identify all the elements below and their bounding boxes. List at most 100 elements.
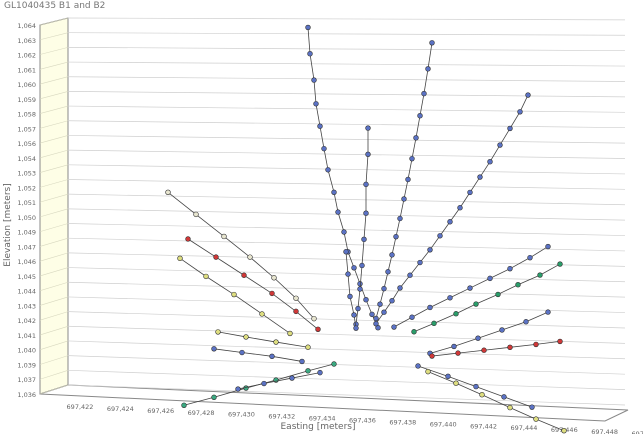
data-point [525,92,531,98]
data-point [181,402,187,408]
data-point [373,321,379,327]
data-point [561,428,567,434]
side-gridline [39,17,69,26]
series-line [413,263,561,333]
x-tick-label: 697,448 [591,428,618,434]
data-point [351,265,357,271]
y-tick-label: 1,064 [17,22,36,30]
gridlines [39,17,626,406]
data-point [231,291,237,298]
data-point [235,386,241,392]
data-point [317,123,323,129]
side-wall [39,17,69,395]
series-8 [427,309,551,357]
data-point [211,394,217,400]
side-gridline [39,208,69,218]
data-point [501,394,507,400]
data-point [447,295,453,301]
data-point [365,151,371,158]
y-tick-label: 1,061 [17,66,36,74]
data-point [243,334,249,340]
data-point [479,392,485,398]
data-point [405,176,411,183]
series-18 [425,368,567,434]
series-line [307,27,379,328]
side-gridline [39,370,69,380]
x-tick-label: 697,442 [470,422,497,430]
data-point [311,315,317,322]
y-tick-label: 1,043 [17,302,36,310]
data-point [487,275,493,282]
data-point [431,320,437,327]
data-point [545,309,551,315]
data-point [507,265,513,272]
side-gridline [39,311,69,321]
series-line [213,348,303,362]
y-tick-label: 1,042 [17,317,36,325]
data-point [355,305,361,312]
data-point [307,51,313,57]
y-tick-label: 1,062 [17,52,36,60]
data-point [467,285,473,291]
data-point [247,254,253,260]
x-tick-label: 697,440 [430,420,457,428]
data-point [529,404,535,410]
data-point [393,233,399,240]
data-point [363,297,369,303]
y-tick-label: 1,052 [17,184,36,192]
data-point [407,272,413,278]
data-point [289,375,295,381]
y-gridline [67,61,626,67]
data-point [557,261,563,267]
data-point [411,329,417,335]
y-tick-label: 1,051 [17,199,36,207]
y-gridline [67,311,626,329]
data-point [415,363,421,369]
data-point [259,311,265,317]
data-point [507,344,513,351]
data-point [473,383,479,390]
y-tick-label: 1,057 [17,125,36,133]
y-tick-label: 1,047 [17,243,36,251]
data-point [477,174,483,180]
series-12 [177,255,293,337]
data-point [453,311,459,317]
y-gridline [67,296,626,313]
y-gridline [67,179,626,190]
data-point [417,259,423,266]
series-line [187,238,319,330]
data-point [373,315,379,322]
data-point [401,196,407,202]
data-point [211,346,217,352]
side-gridline [39,47,69,55]
data-point [473,301,479,307]
series-line [431,341,561,357]
data-point [475,335,481,341]
side-gridline [39,384,69,395]
y-gridline [67,281,626,298]
series-11 [185,236,321,332]
data-point [331,189,337,195]
x-tick-label: 697,432 [268,413,295,421]
series-14 [211,346,305,365]
y-tick-label: 1,058 [17,111,36,119]
data-point [557,338,563,345]
data-point [335,209,341,215]
y-tick-label: 1,040 [17,347,36,355]
side-gridline [39,252,69,262]
y-tick-label: 1,063 [17,37,36,45]
data-point [293,295,299,301]
y-tick-label: 1,041 [17,332,36,340]
data-point [381,309,387,315]
data-point [287,330,293,337]
data-point [495,291,501,298]
side-gridline [39,267,69,277]
data-point [481,347,487,353]
x-tick-label: 697,436 [349,417,376,425]
data-point [365,125,371,131]
side-gridline [39,237,69,247]
series-10 [165,189,317,322]
series-16 [235,369,323,392]
data-point [363,181,369,188]
side-gridline [39,193,69,203]
